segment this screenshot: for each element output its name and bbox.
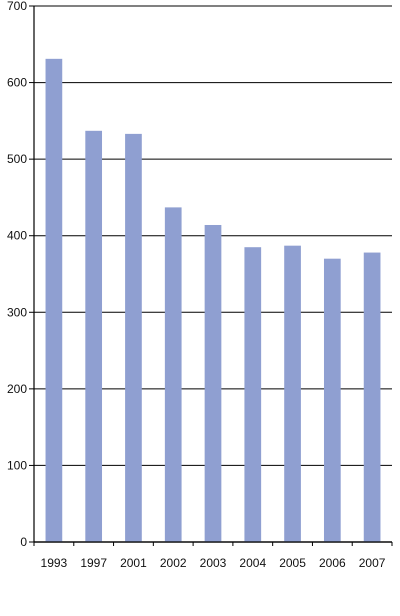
- x-tick-label: 2001: [120, 556, 147, 570]
- bar-1997: [85, 130, 103, 542]
- bar-2006: [323, 258, 341, 542]
- bar-2004: [244, 247, 262, 542]
- x-tick-label: 1993: [41, 556, 68, 570]
- bar-2005: [284, 245, 301, 542]
- y-tick-label: 300: [7, 305, 27, 319]
- bars: [45, 58, 381, 543]
- bar-1993: [45, 58, 63, 542]
- x-tick-label: 2003: [200, 556, 227, 570]
- y-tick-label: 600: [7, 76, 27, 90]
- x-tick-label: 2002: [160, 556, 187, 570]
- y-tick-label: 700: [7, 0, 27, 13]
- bar-2001: [125, 133, 142, 543]
- y-tick-label: 0: [20, 535, 27, 549]
- y-tick-label: 100: [7, 458, 27, 472]
- y-tick-label: 200: [7, 382, 27, 396]
- bar-2007: [363, 252, 381, 542]
- bar-2003: [204, 224, 222, 542]
- y-tick-label: 400: [7, 229, 27, 243]
- x-tick-label: 2007: [359, 556, 386, 570]
- x-tick-label: 2006: [319, 556, 346, 570]
- x-tick-label: 2005: [279, 556, 306, 570]
- bar-2002: [164, 207, 182, 542]
- x-tick-label: 1997: [80, 556, 107, 570]
- axes: [29, 5, 393, 546]
- x-tick-label: 2004: [239, 556, 266, 570]
- tick-labels: 0 100 200 300 400 500 600 700 1993 1997 2001 2002 20…: [7, 0, 386, 570]
- y-tick-label: 500: [7, 152, 27, 166]
